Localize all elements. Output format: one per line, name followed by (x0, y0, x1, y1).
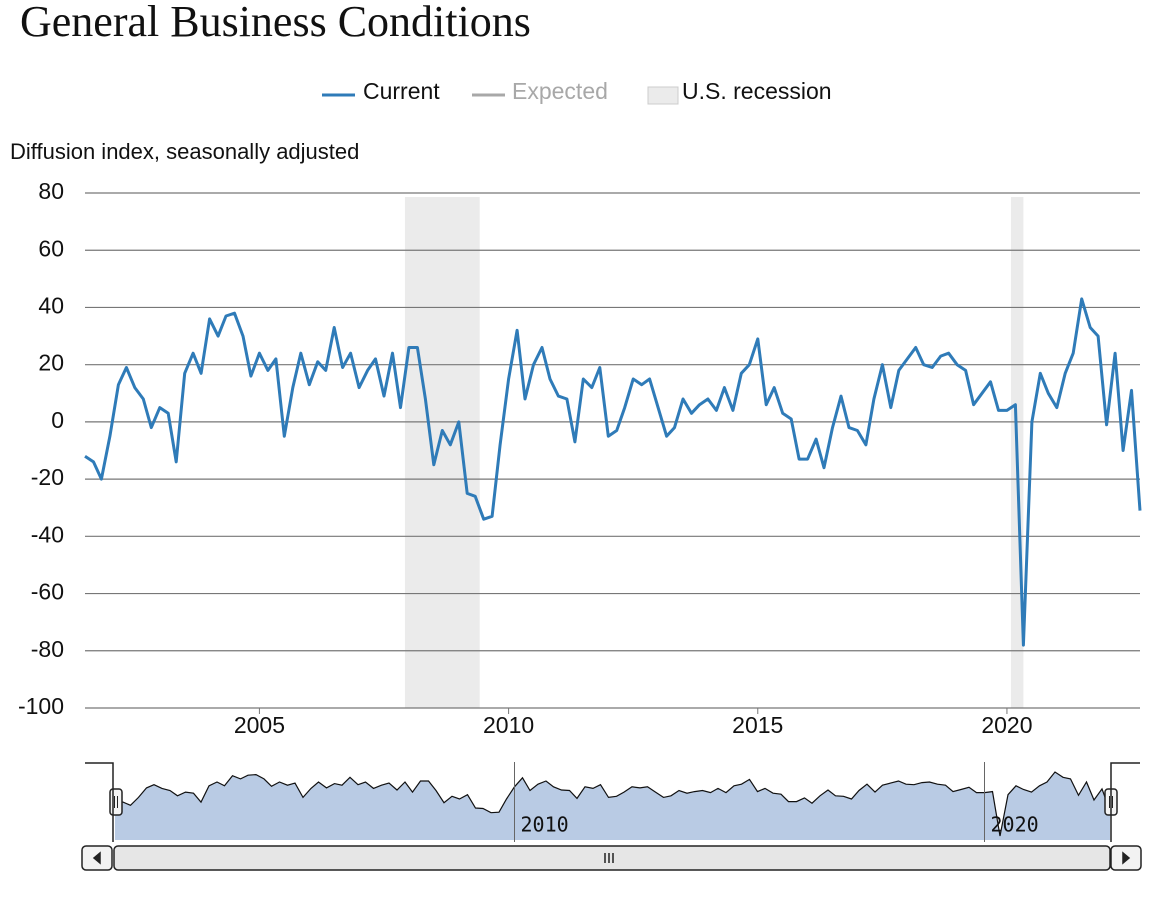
y-tick-label: 20 (38, 350, 64, 376)
legend-label[interactable]: U.S. recession (682, 78, 832, 104)
legend-label[interactable]: Current (363, 78, 440, 104)
y-tick-label: -100 (18, 693, 64, 719)
navigator-tick-label: 2020 (991, 813, 1039, 837)
navigator-area (115, 772, 1110, 840)
legend-swatch (647, 86, 679, 105)
scroll-thumb[interactable] (113, 845, 1111, 871)
scroll-arrows (92, 851, 1131, 865)
x-tick-label: 2015 (732, 712, 783, 738)
y-tick-label: -40 (31, 521, 64, 547)
navigator-line (114, 771, 1111, 837)
chart-title: General Business Conditions (20, 0, 531, 46)
y-tick-label: 40 (38, 293, 64, 319)
handle-grip (1109, 796, 1113, 808)
y-axis-label: Diffusion index, seasonally adjusted (10, 139, 359, 164)
scroll-grip (604, 853, 614, 863)
navigator-plot: 2010 2020 (109, 762, 1118, 842)
y-tick-label: 0 (51, 407, 64, 433)
x-tick-label: 2020 (981, 712, 1032, 738)
recession-band (404, 197, 480, 708)
handle-grip (114, 796, 118, 808)
y-tick-label: -20 (31, 464, 64, 490)
data-line (84, 297, 1142, 647)
y-tick-label: 80 (38, 178, 64, 204)
x-tick-label: 2005 (234, 712, 285, 738)
y-tick-label: -80 (31, 636, 64, 662)
x-tick-label: 2010 (483, 712, 534, 738)
plot: -100 -80 -60 -40 -20 0 20 40 60 80 2005 2010 2015 202… (18, 178, 1142, 738)
navigator-frame (85, 762, 1140, 842)
navigator-tick-label: 2010 (521, 813, 569, 837)
y-tick-label: 60 (38, 235, 64, 261)
y-tick-label: -60 (31, 579, 64, 605)
navigator-handle[interactable] (109, 788, 123, 816)
navigator (81, 762, 1142, 871)
legend-label[interactable]: Expected (512, 78, 608, 104)
